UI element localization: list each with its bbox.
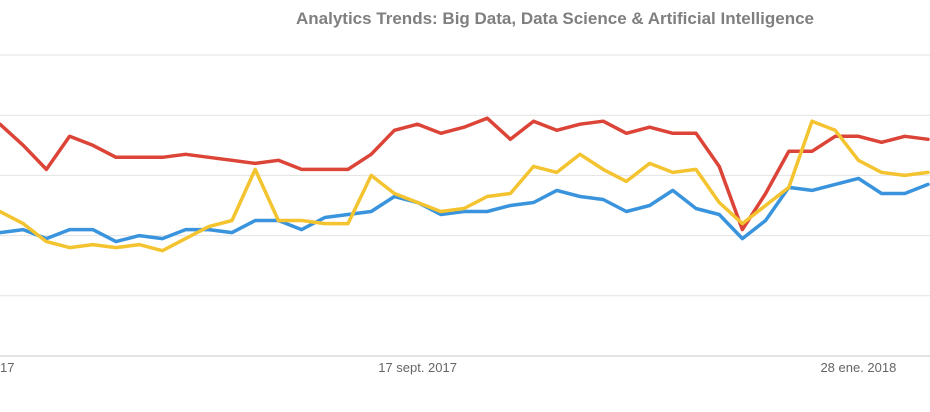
x-tick-label: 17 sept. 2017 [378,360,457,375]
chart-title: Analytics Trends: Big Data, Data Science… [296,9,814,28]
series-line [0,119,930,253]
series-line [0,116,930,232]
series-line [0,176,930,244]
x-tick-label: 28 ene. 2018 [820,360,896,375]
decoration [273,31,285,33]
x-tick-label: 17 [0,360,14,375]
